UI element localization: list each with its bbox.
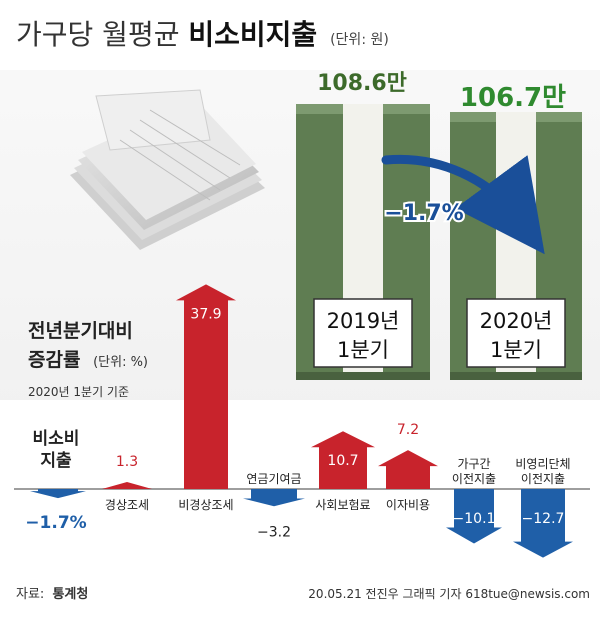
bar-value-6: −10.1 [453, 511, 496, 527]
bar-value-5: 7.2 [397, 422, 419, 438]
value-2019: 108.6만 [317, 71, 407, 96]
bar-value-0: −1.7% [25, 513, 86, 533]
period-2020-line2: 1분기 [490, 338, 542, 362]
receipts-illustration [70, 89, 265, 250]
source-line: 자료: 통계청 [16, 586, 88, 602]
category-label-5-0: 이자비용 [386, 498, 430, 512]
bar-3 [243, 489, 305, 507]
decline-arrow [381, 154, 545, 255]
bar-4 [311, 431, 375, 489]
period-box-2020 [466, 298, 566, 368]
period-2019-line1: 2019년 [327, 309, 400, 333]
category-label-0-1: 지출 [40, 451, 72, 471]
category-label-0-0: 비소비 [33, 429, 80, 449]
bar-value-7: −12.7 [522, 511, 565, 527]
category-label-1-0: 경상조세 [105, 498, 149, 512]
source-name: 통계청 [52, 586, 88, 602]
bar-value-3: −3.2 [257, 524, 291, 540]
category-label-7-1: 이전지출 [521, 472, 565, 486]
page-title-unit: (단위: 원) [330, 32, 389, 48]
period-2020-line1: 2020년 [480, 309, 553, 333]
bar-value-4: 10.7 [327, 453, 358, 469]
period-2019-line2: 1분기 [337, 338, 389, 362]
bar-6 [446, 489, 502, 544]
period-box-2019 [313, 298, 413, 368]
category-label-7-0: 비영리단체 [515, 457, 570, 471]
yoy-basis: 2020년 1분기 기준 [28, 385, 129, 399]
yoy-bar-chart: −1.7% 비소비지출 1.3 경상조세 37.9 비경상조세 −3.2 연금기여금 10.7 사… [14, 284, 590, 558]
category-label-4-0: 사회보험료 [315, 498, 370, 512]
yoy-title-line1: 전년분기대비 [28, 320, 133, 342]
change-label: −1.7% [384, 201, 463, 226]
bar-7 [513, 489, 573, 558]
category-label-6-1: 이전지출 [452, 472, 496, 486]
bar-value-1: 1.3 [116, 454, 138, 470]
category-label-6-0: 가구간 [457, 457, 490, 471]
page-title-bold: 비소비지출 [188, 18, 317, 51]
category-label-3-0: 연금기여금 [246, 472, 301, 486]
bar-2 [176, 284, 236, 489]
bar-5 [378, 450, 438, 489]
value-2020: 106.7만 [460, 83, 566, 113]
category-label-2-0: 비경상조세 [178, 498, 233, 512]
page-title: 가구당 월평균 비소비지출 (단위: 원) [16, 18, 389, 51]
yoy-title-line2: 증감률 (단위: %) [28, 349, 148, 371]
yoy-unit: (단위: %) [93, 355, 148, 370]
credit-line: 20.05.21 전진우 그래픽 기자 618tue@newsis.com [308, 587, 590, 601]
bar-value-2: 37.9 [190, 306, 221, 322]
bar-1 [102, 481, 152, 489]
bar-0 [30, 489, 86, 499]
